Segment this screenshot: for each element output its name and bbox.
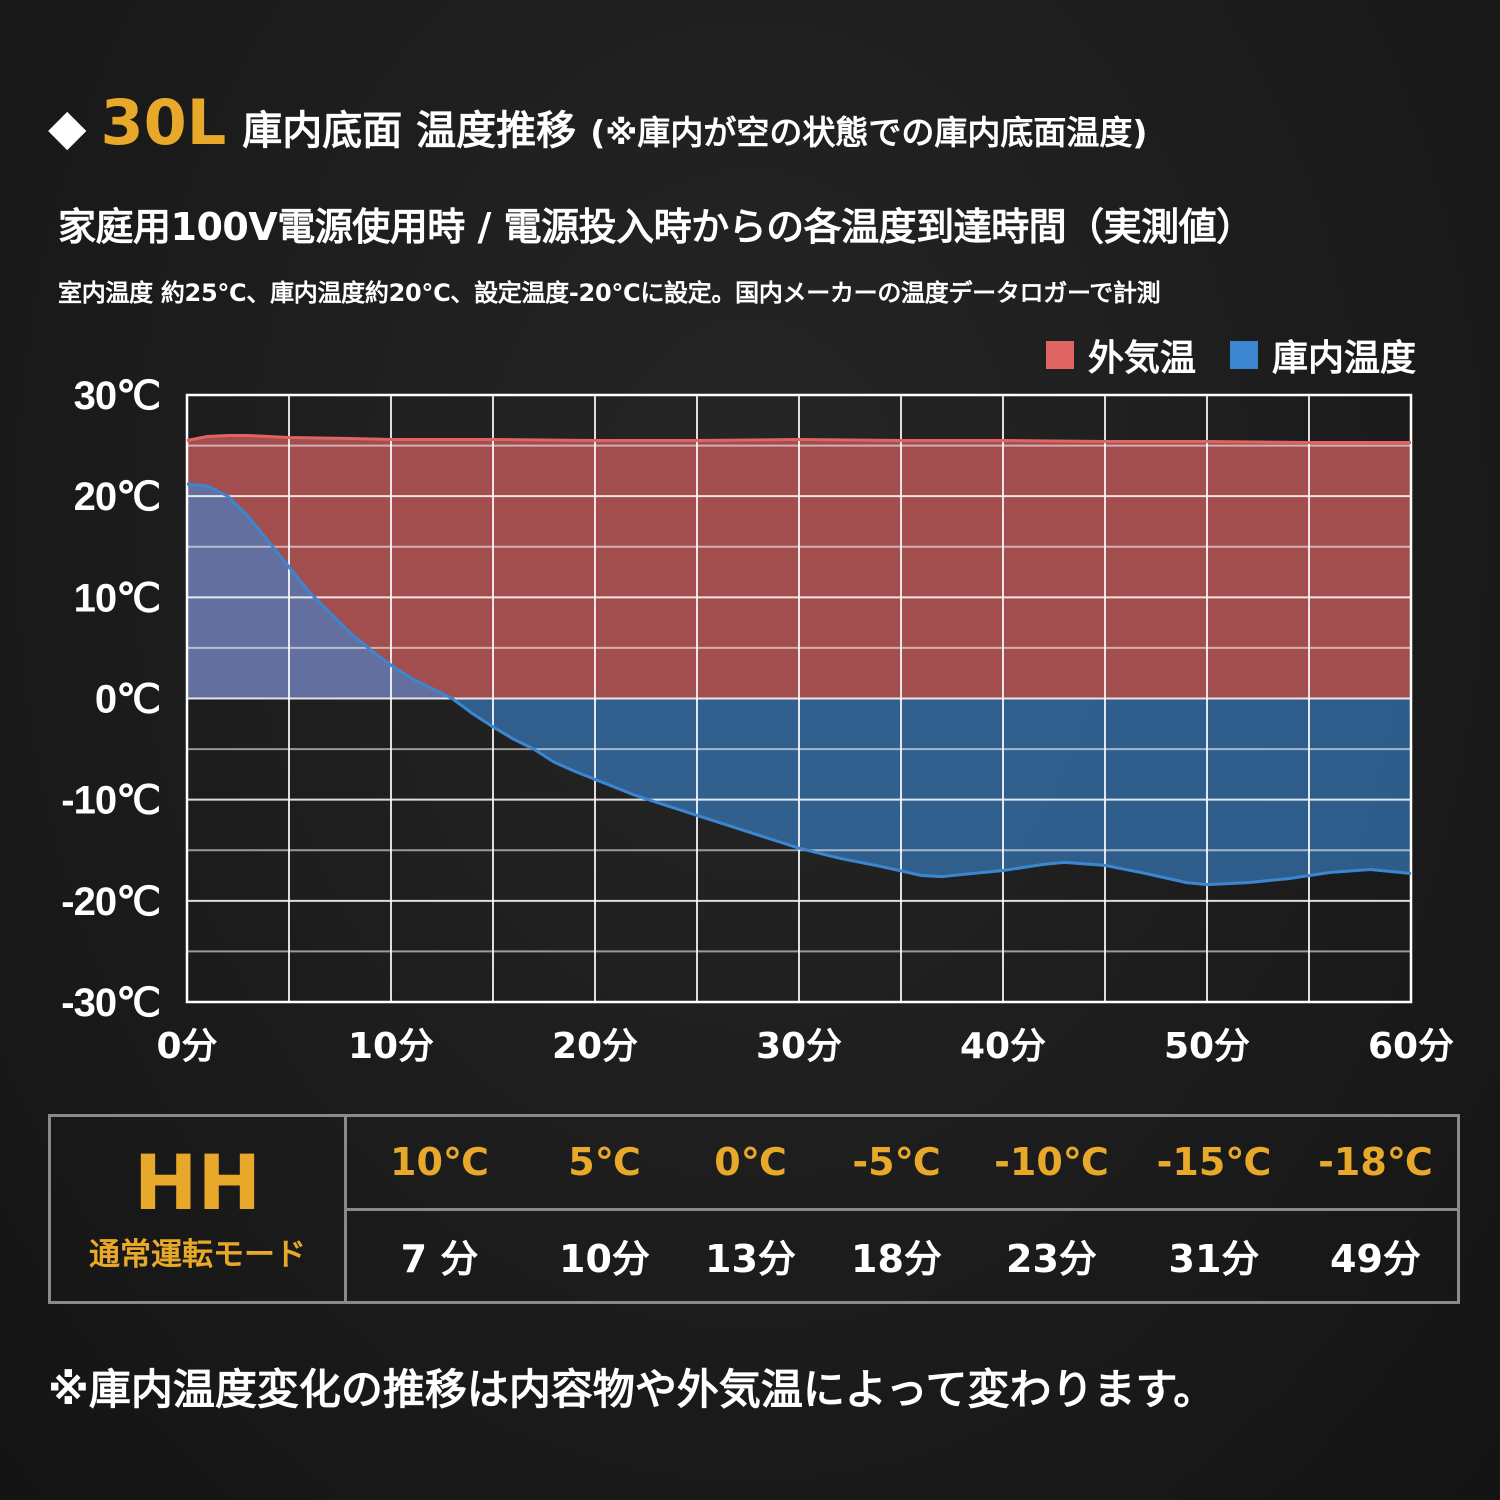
measurement-conditions: 室内温度 約25°C、庫内温度約20°C、設定温度-20°Cに設定。国内メーカー… bbox=[58, 279, 1161, 307]
x-tick-label: 40分 bbox=[960, 1026, 1046, 1067]
x-tick-label: 30分 bbox=[756, 1026, 842, 1067]
temperature-row: 10℃ 5℃ 0℃ -5℃ -10℃ -15℃ -18℃ bbox=[347, 1117, 1457, 1211]
plot-border bbox=[185, 393, 1413, 1004]
y-tick-label: 10℃ bbox=[74, 576, 160, 620]
x-tick-label: 60分 bbox=[1368, 1026, 1454, 1067]
inside-legend-swatch bbox=[1229, 341, 1258, 369]
y-tick-label: -20℃ bbox=[61, 880, 160, 924]
time-cell: 18分 bbox=[851, 1237, 942, 1282]
time-cell: 10分 bbox=[559, 1237, 650, 1282]
outside-legend-label: 外気温 bbox=[1087, 338, 1196, 379]
chart-title: ◆ 30L 庫内底面 温度推移 (※庫内が空の状態での庫内底面温度) bbox=[48, 86, 1147, 176]
chart-subtitle: 家庭用100V電源使用時 / 電源投入時からの各温度到達時間（実測値） bbox=[58, 205, 1254, 249]
table-body: 10℃ 5℃ 0℃ -5℃ -10℃ -15℃ -18℃ 7 分 10分 13分 18分 23分 31… bbox=[347, 1117, 1457, 1301]
mode-label: 通常運転モード bbox=[89, 1236, 306, 1273]
x-tick-label: 20分 bbox=[552, 1026, 638, 1067]
time-cell: 23分 bbox=[1006, 1237, 1097, 1282]
reach-time-table: HH 通常運転モード 10℃ 5℃ 0℃ -5℃ -10℃ -15℃ -18℃ 7 分 10分… bbox=[48, 1114, 1460, 1304]
time-row: 7 分 10分 13分 18分 23分 31分 49分 bbox=[347, 1211, 1457, 1302]
capacity-label: 30L bbox=[100, 86, 227, 159]
inside-temp-line bbox=[186, 482, 1412, 887]
temperature-cell: -15℃ bbox=[1156, 1140, 1272, 1185]
temperature-chart: 30℃ 20℃ 10℃ 0℃ -10℃ -20℃ -30℃0分 10分 20分 30分 40分 50分… bbox=[61, 374, 1454, 1067]
y-tick-label: 20℃ bbox=[74, 475, 160, 519]
outside-temp-line bbox=[186, 434, 1411, 444]
time-cell: 49分 bbox=[1330, 1237, 1421, 1282]
mode-code: HH bbox=[133, 1137, 262, 1227]
title-note: (※庫内が空の状態での庫内底面温度) bbox=[590, 113, 1148, 152]
time-cell: 31分 bbox=[1168, 1237, 1260, 1282]
y-tick-label: 0℃ bbox=[95, 678, 160, 722]
temperature-cell: 5℃ bbox=[568, 1140, 641, 1185]
temperature-cell: -5℃ bbox=[852, 1140, 941, 1185]
mode-cell: HH 通常運転モード bbox=[51, 1117, 347, 1301]
temperature-cell: -10℃ bbox=[994, 1140, 1109, 1185]
diamond-icon: ◆ bbox=[48, 98, 87, 156]
x-tick-label: 10分 bbox=[348, 1026, 434, 1067]
temperature-cell: 10℃ bbox=[390, 1140, 489, 1185]
y-tick-label: -30℃ bbox=[61, 981, 160, 1025]
temperature-cell: -18℃ bbox=[1318, 1140, 1433, 1185]
chart-legend: 外気温 庫内温度 bbox=[1045, 330, 1416, 380]
outside-legend-swatch bbox=[1045, 341, 1074, 369]
y-tick-label: -10℃ bbox=[61, 779, 160, 823]
inside-legend-label: 庫内温度 bbox=[1271, 338, 1416, 379]
footnote: ※庫内温度変化の推移は内容物や外気温によって変わります。 bbox=[48, 1365, 1216, 1414]
title-text: 庫内底面 温度推移 bbox=[242, 108, 577, 154]
time-cell: 7 分 bbox=[400, 1237, 479, 1282]
x-tick-label: 50分 bbox=[1164, 1026, 1250, 1067]
temperature-cell: 0℃ bbox=[714, 1140, 787, 1185]
x-tick-label: 0分 bbox=[156, 1026, 217, 1067]
y-tick-label: 30℃ bbox=[74, 374, 160, 418]
time-cell: 13分 bbox=[705, 1237, 796, 1282]
